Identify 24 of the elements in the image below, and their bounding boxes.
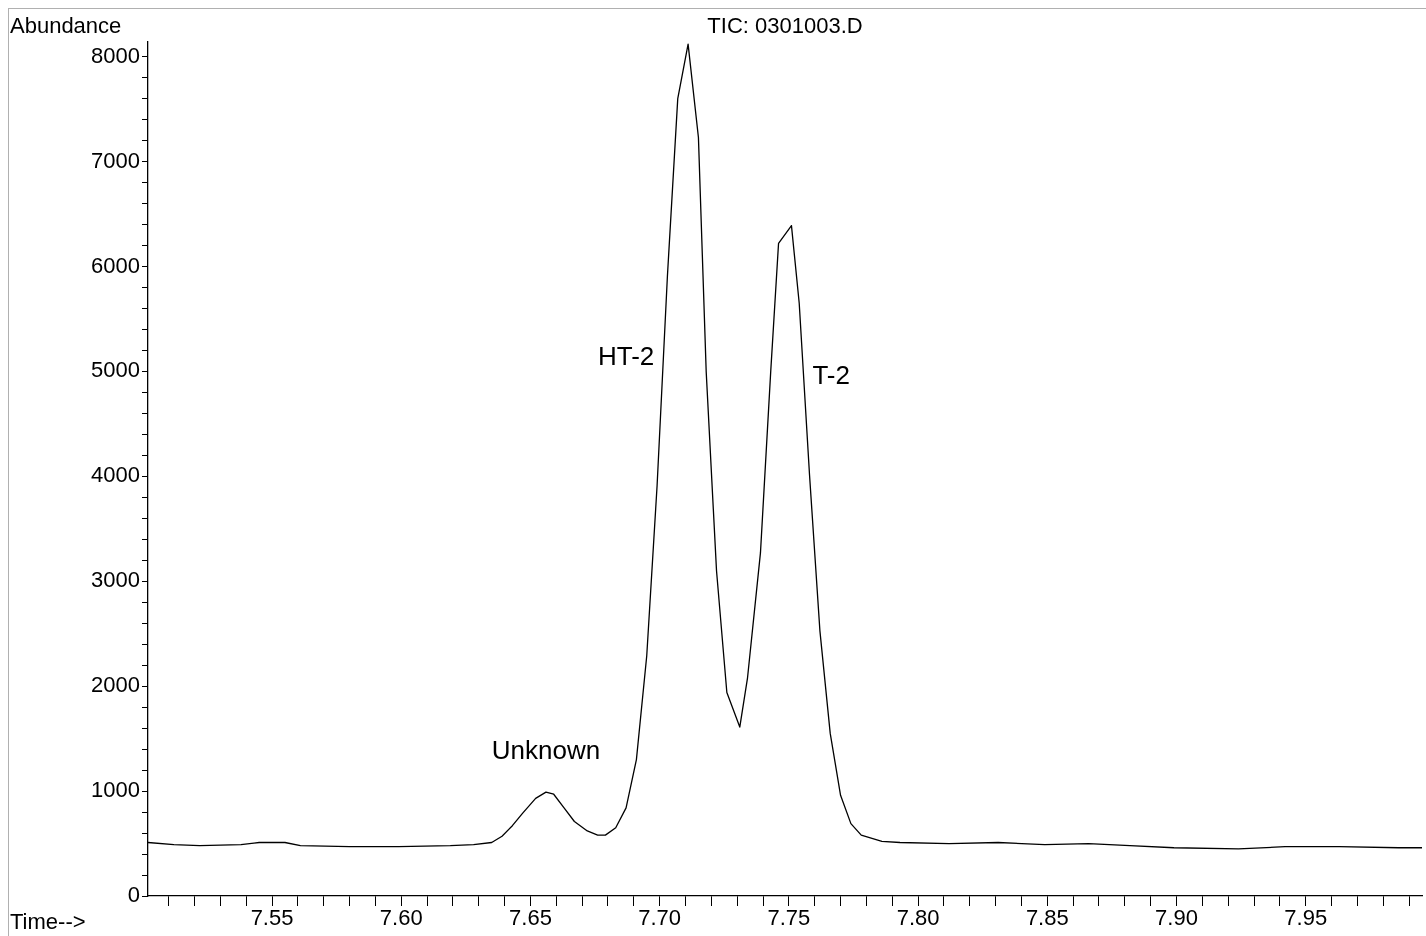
y-tick-label: 2000 xyxy=(91,672,140,698)
x-tick-label: 7.90 xyxy=(1155,905,1198,931)
x-axis-title: Time--> xyxy=(10,909,86,935)
y-tick-label: 8000 xyxy=(91,42,140,68)
y-tick-label: 3000 xyxy=(91,567,140,593)
y-tick-label: 7000 xyxy=(91,147,140,173)
x-tick-label: 7.80 xyxy=(896,905,940,931)
x-tick-label: 7.75 xyxy=(767,905,811,931)
chart-title: TIC: 0301003.D xyxy=(707,13,863,39)
x-tick-label: 7.95 xyxy=(1284,905,1328,931)
x-tick-label: 7.60 xyxy=(379,905,423,931)
x-tick-label: 7.65 xyxy=(509,905,552,931)
y-tick-label: 4000 xyxy=(91,462,140,488)
x-tick-label: 7.85 xyxy=(1025,905,1069,931)
y-tick-label: 0 xyxy=(127,882,140,908)
y-tick-label: 5000 xyxy=(91,357,140,383)
x-tick-label: 7.55 xyxy=(250,905,294,931)
annotation: HT-2 xyxy=(597,340,655,371)
x-tick-label: 7.70 xyxy=(638,905,682,931)
annotation: T-2 xyxy=(812,359,850,390)
y-tick-label: 6000 xyxy=(91,252,140,278)
y-axis-title: Abundance xyxy=(10,13,122,39)
y-tick-label: 1000 xyxy=(91,777,140,803)
annotation: Unknown xyxy=(491,735,601,766)
